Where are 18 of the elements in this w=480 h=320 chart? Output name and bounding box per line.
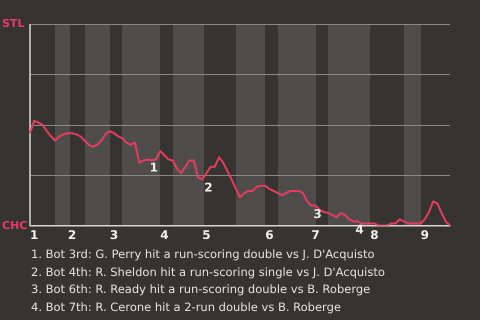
x-tick-label: 1 <box>30 228 38 242</box>
text: 4. Bot 7th: R. Cerone hit a 2-run double vs B. Roberge <box>31 298 342 316</box>
text: 3. Bot 6th: R. Ready hit a run-scoring double vs B. Roberge <box>31 281 372 298</box>
text: STL <box>2 17 24 30</box>
x-tick-label: 3 <box>110 228 118 242</box>
annotation: 2 <box>204 180 213 195</box>
x-tick-label: 7 <box>311 228 320 242</box>
annotation: 1 <box>150 160 158 175</box>
x-tick-label: 8 <box>370 228 379 242</box>
x-tick-label: 2 <box>68 228 76 242</box>
x-tick-label: 9 <box>420 228 429 242</box>
text: CHC <box>2 218 28 232</box>
annotation: 3 <box>313 206 322 221</box>
text: 2. Bot 4th: R. Sheldon hit a run-scoring single vs J. D'Acquisto <box>31 264 386 280</box>
text: 1. Bot 3rd: G. Perry hit a run-scoring double vs J. D'Acquisto <box>31 246 376 263</box>
x-tick-label: 6 <box>265 228 274 242</box>
x-tick-label: 5 <box>202 228 211 242</box>
x-tick-label: 4 <box>160 228 169 242</box>
